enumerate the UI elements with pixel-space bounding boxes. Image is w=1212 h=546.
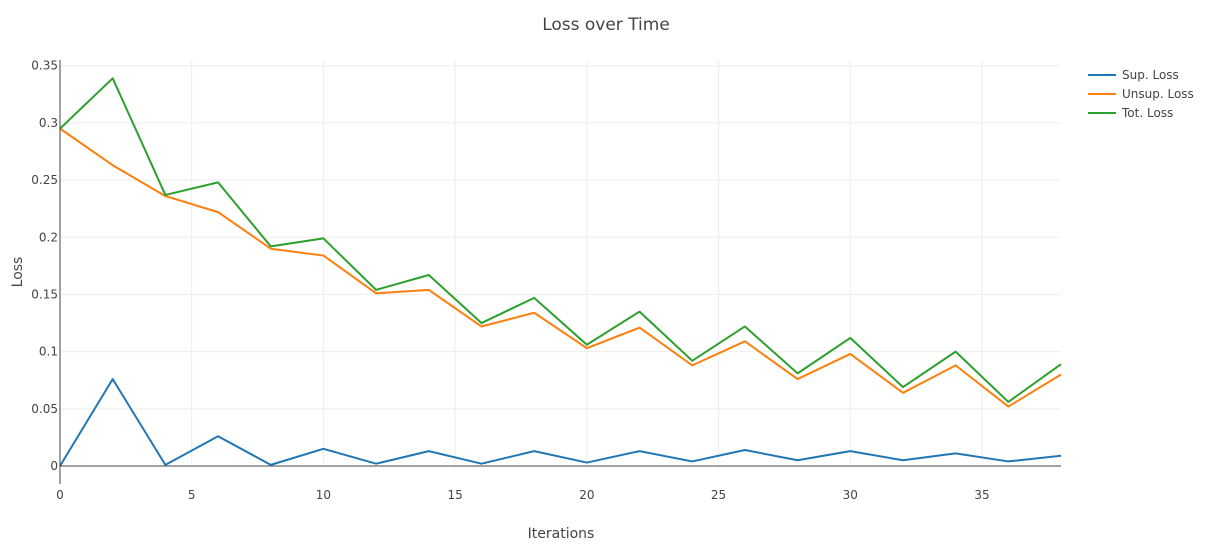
legend-item[interactable]: Tot. Loss	[1088, 106, 1173, 120]
x-tick-label: 30	[843, 488, 858, 502]
y-tick-label: 0.25	[31, 173, 58, 187]
x-tick-label: 25	[711, 488, 726, 502]
legend-label: Unsup. Loss	[1122, 87, 1194, 101]
legend[interactable]: Sup. Loss Unsup. Loss Tot. Loss	[1088, 68, 1194, 120]
chart-title: Loss over Time	[542, 15, 670, 35]
y-tick-label: 0.3	[39, 116, 58, 130]
y-tick-label: 0.1	[39, 345, 58, 359]
x-axis-title: Iterations	[528, 526, 595, 542]
x-tick-label: 15	[447, 488, 462, 502]
y-tick-label: 0	[50, 459, 58, 473]
y-tick-label: 0.2	[39, 230, 58, 244]
x-tick-label: 20	[579, 488, 594, 502]
series-layer	[59, 77, 1062, 467]
x-tick-label: 5	[188, 488, 196, 502]
grid-layer	[60, 60, 1061, 466]
series-line-sup-loss[interactable]	[59, 378, 1062, 467]
legend-item[interactable]: Unsup. Loss	[1088, 87, 1194, 101]
axis-layer: 0 5 10 15 20 25 30 35 0 0.05 0.1 0.15 0.2 0.25 0.3 0.35	[31, 59, 1061, 502]
x-tick-label: 10	[316, 488, 331, 502]
legend-label: Tot. Loss	[1121, 106, 1173, 120]
y-axis-title: Loss	[10, 257, 26, 288]
series-line-tot-loss[interactable]	[59, 77, 1062, 403]
y-tick-label: 0.35	[31, 59, 58, 73]
legend-label: Sup. Loss	[1122, 68, 1179, 82]
series-line-unsup-loss[interactable]	[59, 127, 1062, 408]
x-tick-label: 35	[974, 488, 989, 502]
x-tick-label: 0	[56, 488, 64, 502]
y-tick-label: 0.15	[31, 287, 58, 301]
y-tick-label: 0.05	[31, 402, 58, 416]
legend-item[interactable]: Sup. Loss	[1088, 68, 1179, 82]
